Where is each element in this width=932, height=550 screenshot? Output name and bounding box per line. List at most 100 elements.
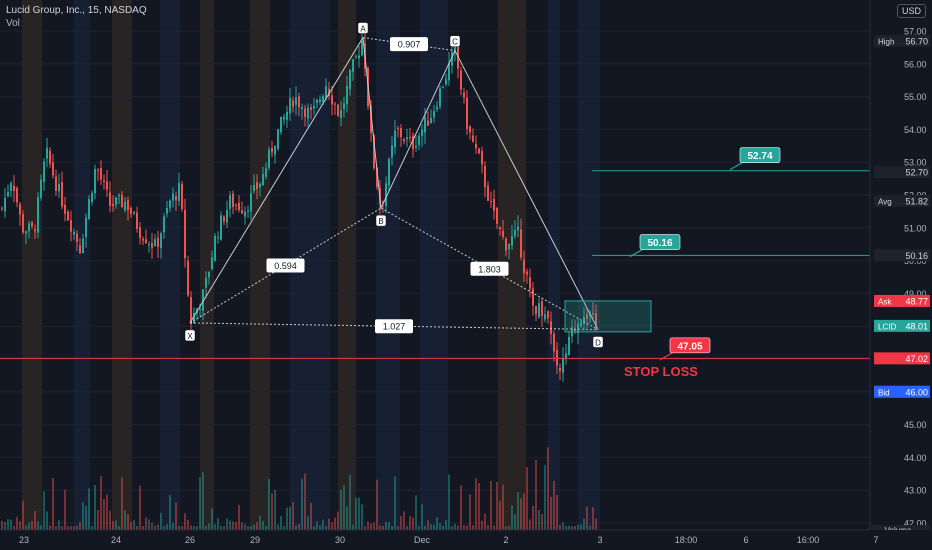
currency-button[interactable]: USD xyxy=(896,4,926,18)
candle-body xyxy=(244,211,246,217)
volume-bar xyxy=(25,525,27,530)
candle-body xyxy=(226,210,228,223)
volume-bar xyxy=(478,483,480,530)
volume-bar xyxy=(136,525,138,530)
volume-bar xyxy=(340,489,342,530)
candle-body xyxy=(556,349,558,366)
volume-bar xyxy=(79,522,81,530)
volume-bar xyxy=(220,525,222,530)
volume-bar xyxy=(196,525,198,530)
candle-body xyxy=(118,194,120,197)
candle-body xyxy=(361,41,363,56)
price-tick-label: 55.00 xyxy=(904,92,927,102)
price-label-bg xyxy=(874,34,930,47)
candle-body xyxy=(370,105,372,134)
volume-bar xyxy=(337,511,339,530)
volume-bar xyxy=(562,522,564,530)
candle-body xyxy=(112,204,114,207)
volume-bar xyxy=(394,476,396,530)
pivot-label-a: A xyxy=(360,25,366,34)
volume-bar xyxy=(514,514,516,530)
candle-body xyxy=(586,314,588,319)
volume-bar xyxy=(310,502,312,530)
candle-body xyxy=(262,174,264,186)
price-label-bg xyxy=(874,194,930,207)
volume-bar xyxy=(163,525,165,530)
candle-body xyxy=(55,176,57,191)
candle-body xyxy=(136,212,138,229)
volume-bar xyxy=(559,524,561,530)
price-label-name: Avg xyxy=(878,197,892,206)
candle-body xyxy=(115,197,117,205)
volume-bar xyxy=(463,525,465,530)
candle-body xyxy=(67,211,69,221)
candle-body xyxy=(220,215,222,240)
candle-body xyxy=(430,118,432,123)
volume-bar xyxy=(529,519,531,530)
volume-bar xyxy=(370,523,372,530)
volume-bar xyxy=(214,524,216,530)
volume-bar xyxy=(481,520,483,530)
pattern-leg-bc xyxy=(380,50,456,209)
volume-bar xyxy=(373,522,375,530)
candle-body xyxy=(547,311,549,319)
volume-bar xyxy=(265,526,267,530)
candle-body xyxy=(145,239,147,244)
volume-bar xyxy=(52,477,54,530)
volume-bar xyxy=(190,525,192,530)
volume-bar xyxy=(274,489,276,530)
volume-bar xyxy=(202,471,204,530)
candle-body xyxy=(538,303,540,318)
candle-body xyxy=(238,202,240,211)
volume-bar xyxy=(496,482,498,530)
volume-bar xyxy=(61,525,63,530)
price-label-name: LCID xyxy=(878,322,896,331)
volume-bar xyxy=(406,525,408,530)
session-band xyxy=(376,0,400,530)
candle-body xyxy=(73,231,75,235)
volume-bar xyxy=(145,517,147,530)
time-tick-label: 29 xyxy=(250,535,260,545)
candle-body xyxy=(79,245,81,253)
volume-bar xyxy=(217,517,219,530)
candle-body xyxy=(577,323,579,334)
candle-body xyxy=(466,97,468,130)
volume-bar xyxy=(577,524,579,530)
pattern-leg-cd xyxy=(454,50,599,330)
candle-body xyxy=(376,167,378,188)
volume-bar xyxy=(547,447,549,530)
candle-body xyxy=(214,235,216,261)
time-tick-label: 6 xyxy=(743,535,748,545)
candle-body xyxy=(295,97,297,105)
volume-bar xyxy=(589,525,591,530)
volume-bar xyxy=(109,510,111,530)
candle-body xyxy=(154,239,156,246)
volume-bar xyxy=(358,497,360,530)
candle-body xyxy=(412,135,414,150)
volume-bar xyxy=(157,524,159,530)
pivot-label-bg xyxy=(449,35,461,47)
volume-bar xyxy=(16,516,18,530)
volume-bar xyxy=(379,525,381,530)
candle-body xyxy=(565,353,567,359)
candle-body xyxy=(88,199,90,220)
volume-bar xyxy=(49,525,51,530)
volume-bar xyxy=(97,510,99,530)
volume-bar xyxy=(70,525,72,530)
volume-bar xyxy=(343,485,345,530)
volume-bar xyxy=(505,525,507,530)
volume-bar xyxy=(31,520,33,530)
price-label-value: 48.77 xyxy=(905,296,928,306)
price-label-bg xyxy=(874,249,930,262)
volume-bar xyxy=(565,525,567,530)
volume-bar xyxy=(64,489,66,530)
time-tick-label: 30 xyxy=(335,535,345,545)
candle-body xyxy=(463,92,465,98)
candle-body xyxy=(403,139,405,142)
candle-body xyxy=(427,120,429,126)
volume-bar xyxy=(133,519,135,530)
time-tick-label: Dec xyxy=(414,535,431,545)
volume-bar xyxy=(385,521,387,530)
